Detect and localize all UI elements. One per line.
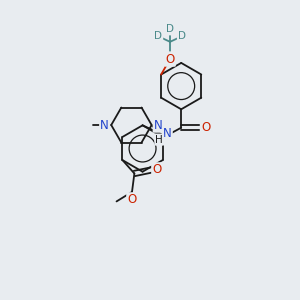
Text: D: D [178, 32, 186, 41]
Text: D: D [154, 32, 162, 41]
Text: H: H [155, 135, 163, 145]
Text: N: N [100, 118, 109, 131]
Text: O: O [201, 121, 210, 134]
Text: O: O [165, 52, 175, 66]
Text: N: N [154, 118, 163, 131]
Text: N: N [163, 127, 172, 140]
Text: O: O [152, 164, 162, 176]
Text: O: O [128, 194, 136, 206]
Text: D: D [166, 24, 174, 34]
